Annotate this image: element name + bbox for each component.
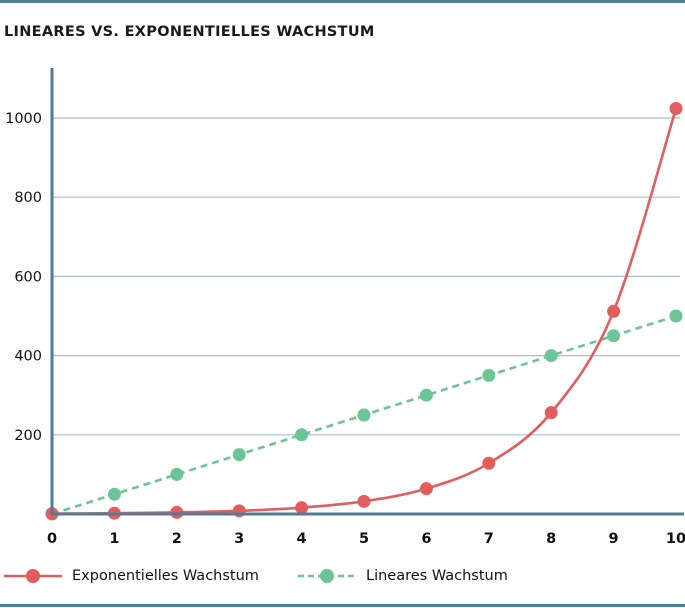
x-tick-label: 1 <box>109 531 119 547</box>
data-point-linear <box>419 388 433 402</box>
x-tick-labels: 0 1 2 3 4 5 6 7 8 9 10 <box>47 531 685 547</box>
data-point-linear <box>482 368 496 382</box>
x-tick-label: 3 <box>234 531 244 547</box>
x-tick-label: 5 <box>359 531 369 547</box>
x-tick-label: 4 <box>297 531 307 547</box>
data-point-linear <box>357 408 371 422</box>
data-point-exponential <box>357 494 371 508</box>
top-rule <box>0 0 685 3</box>
legend-item-linear[interactable]: Lineares Wachstum <box>298 562 508 590</box>
y-tick-label: 1000 <box>5 111 42 127</box>
x-tick-label: 8 <box>546 531 556 547</box>
data-point-exponential <box>419 482 433 496</box>
data-point-linear <box>669 309 683 323</box>
y-tick-labels: 200 400 600 800 1000 <box>5 111 42 444</box>
x-tick-label: 2 <box>172 531 182 547</box>
legend: Exponentielles Wachstum Lineares Wachstu… <box>0 562 685 590</box>
legend-label-linear: Lineares Wachstum <box>366 568 508 584</box>
data-point-linear <box>232 448 246 462</box>
data-point-exponential <box>607 304 621 318</box>
series-points <box>45 101 683 521</box>
series-lines <box>51 108 678 516</box>
legend-swatch-linear <box>298 569 356 583</box>
data-point-exponential <box>544 406 558 420</box>
series-line-exponential <box>51 108 678 515</box>
x-tick-label: 10 <box>666 531 685 547</box>
data-point-exponential <box>669 101 683 115</box>
y-tick-label: 400 <box>14 349 42 365</box>
legend-label-exponential: Exponentielles Wachstum <box>72 568 259 584</box>
data-point-linear <box>607 329 621 343</box>
data-point-exponential <box>482 456 496 470</box>
chart-title: LINEARES VS. EXPONENTIELLES WACHSTUM <box>4 24 375 40</box>
axes <box>50 68 684 516</box>
data-point-linear <box>544 349 558 363</box>
data-point-exponential <box>170 505 184 519</box>
y-tick-label: 600 <box>14 269 42 285</box>
y-tick-label: 200 <box>14 428 42 444</box>
x-tick-label: 9 <box>609 531 619 547</box>
bottom-rule <box>0 604 685 607</box>
x-tick-label: 6 <box>421 531 431 547</box>
legend-swatch-exponential <box>4 569 62 583</box>
data-point-linear <box>107 487 121 501</box>
y-tick-label: 800 <box>14 190 42 206</box>
x-tick-label: 7 <box>484 531 494 547</box>
line-chart: 200 400 600 800 1000 0 1 2 3 4 5 6 7 8 9 10 <box>5 68 685 547</box>
data-point-linear <box>170 467 184 481</box>
data-point-exponential <box>295 501 309 515</box>
legend-item-exponential[interactable]: Exponentielles Wachstum <box>4 562 259 590</box>
x-tick-label: 0 <box>47 531 57 547</box>
grid-lines <box>52 117 680 436</box>
data-point-linear <box>295 428 309 442</box>
